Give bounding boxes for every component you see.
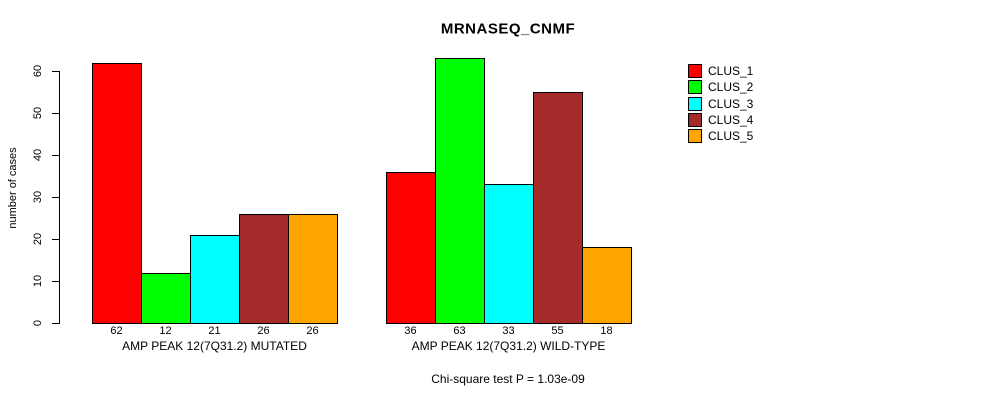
y-axis-tick: [52, 71, 59, 72]
group-axis-label: AMP PEAK 12(7Q31.2) MUTATED: [122, 339, 307, 353]
bar-clus_5[interactable]: [582, 247, 632, 324]
bar-clus_5[interactable]: [288, 214, 338, 324]
bar-clus_1[interactable]: [92, 63, 142, 324]
y-axis-tick-label: 0: [32, 319, 44, 327]
legend-label: CLUS_2: [708, 80, 754, 94]
bar-clus_1[interactable]: [386, 172, 436, 324]
y-axis-tick-label: 50: [32, 106, 44, 120]
y-axis-tick-label: 20: [32, 232, 44, 246]
bar-value-label: 18: [600, 325, 613, 337]
legend-color-swatch: [688, 113, 702, 127]
bar-value-label: 12: [159, 325, 172, 337]
y-axis-line: [59, 71, 60, 324]
legend-color-swatch: [688, 97, 702, 111]
chi-square-annotation: Chi-square test P = 1.03e-09: [431, 372, 585, 386]
y-axis-tick: [52, 323, 59, 324]
bar-value-label: 26: [257, 325, 270, 337]
legend-label: CLUS_5: [708, 129, 754, 143]
bar-clus_4[interactable]: [533, 92, 583, 324]
y-axis-tick: [52, 239, 59, 240]
y-axis-tick-label: 40: [32, 148, 44, 162]
y-axis-tick: [52, 197, 59, 198]
bar-clus_2[interactable]: [435, 58, 485, 324]
y-axis-tick-label: 30: [32, 190, 44, 204]
bar-value-label: 21: [208, 325, 221, 337]
bar-clus_3[interactable]: [484, 184, 534, 324]
bar-value-label: 33: [502, 325, 515, 337]
y-axis-tick: [52, 281, 59, 282]
bar-clus_3[interactable]: [190, 235, 240, 324]
y-axis-label: number of cases: [7, 147, 19, 229]
bar-value-label: 36: [404, 325, 417, 337]
legend-color-swatch: [688, 129, 702, 143]
legend-color-swatch: [688, 64, 702, 78]
bar-value-label: 26: [306, 325, 319, 337]
y-axis-tick: [52, 113, 59, 114]
legend-color-swatch: [688, 80, 702, 94]
bar-value-label: 62: [110, 325, 123, 337]
chart-title: MRNASEQ_CNMF: [440, 20, 576, 38]
bar-clus_4[interactable]: [239, 214, 289, 324]
bar-value-label: 55: [551, 325, 564, 337]
bar-value-label: 63: [453, 325, 466, 337]
legend-label: CLUS_4: [708, 113, 754, 127]
y-axis-tick-label: 10: [32, 274, 44, 288]
y-axis-tick: [52, 155, 59, 156]
group-axis-label: AMP PEAK 12(7Q31.2) WILD-TYPE: [411, 339, 606, 353]
legend-label: CLUS_1: [708, 64, 754, 78]
bar-clus_2[interactable]: [141, 273, 191, 324]
legend-label: CLUS_3: [708, 97, 754, 111]
y-axis-tick-label: 60: [32, 64, 44, 78]
